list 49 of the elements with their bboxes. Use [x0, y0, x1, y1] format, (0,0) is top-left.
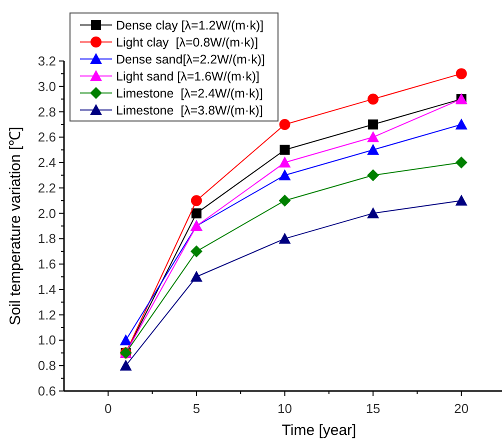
point — [367, 169, 380, 182]
y-tick-label: 2.6 — [38, 130, 56, 145]
point — [278, 169, 291, 180]
point — [367, 144, 380, 155]
x-tick-label: 5 — [192, 401, 200, 416]
point — [190, 245, 202, 258]
point — [455, 118, 468, 130]
point — [455, 156, 468, 169]
x-tick-label: 15 — [366, 401, 380, 416]
y-tick-label: 0.6 — [38, 384, 56, 398]
point — [120, 360, 132, 371]
point — [368, 94, 379, 105]
point — [278, 156, 291, 168]
y-tick-label: 2.2 — [38, 180, 56, 196]
point — [278, 194, 291, 207]
y-tick-label: 1.4 — [38, 282, 56, 297]
y-tick-label: 1.8 — [38, 231, 56, 246]
x-tick-label: 0 — [104, 401, 112, 416]
y-tick-label: 2.4 — [38, 155, 56, 170]
y-tick-label: 1.0 — [38, 332, 56, 348]
point — [367, 131, 380, 142]
legend-label: Dense sand[λ=2.2W/(m·k)] — [116, 52, 266, 66]
y-tick-label: 2.0 — [38, 206, 56, 221]
y-tick-label: 2.8 — [38, 104, 56, 120]
y-tick-label: 3.2 — [38, 54, 56, 68]
point — [280, 144, 290, 155]
point — [190, 270, 202, 282]
point — [279, 118, 290, 130]
legend-label: Limestone [λ=3.8W/(m·k)] — [116, 104, 263, 118]
point — [455, 194, 468, 206]
y-tick-label: 1.2 — [38, 307, 56, 322]
point — [191, 208, 202, 218]
point — [368, 119, 378, 130]
x-axis-title: Time [year] — [282, 422, 356, 439]
y-tick-label: 3.0 — [38, 78, 56, 94]
x-tick-label: 10 — [278, 401, 292, 416]
point — [278, 232, 291, 244]
legend-label: Limestone [λ=2.4W/(m·k)] — [116, 86, 263, 100]
point — [120, 334, 132, 346]
y-axis-title: Soil temperature variation [℃] — [7, 126, 24, 326]
point — [456, 68, 467, 80]
y-tick-label: 0.8 — [38, 358, 56, 374]
legend-label: Light clay [λ=0.8W/(m·k)] — [116, 36, 258, 50]
point — [367, 207, 380, 218]
legend-label: Light sand [λ=1.6W/(m·k)] — [116, 70, 260, 84]
legend-label: Dense clay [λ=1.2W/(m·k)] — [116, 18, 264, 32]
y-tick-label: 1.6 — [38, 256, 56, 272]
x-tick-label: 20 — [454, 401, 469, 416]
point — [190, 195, 202, 206]
